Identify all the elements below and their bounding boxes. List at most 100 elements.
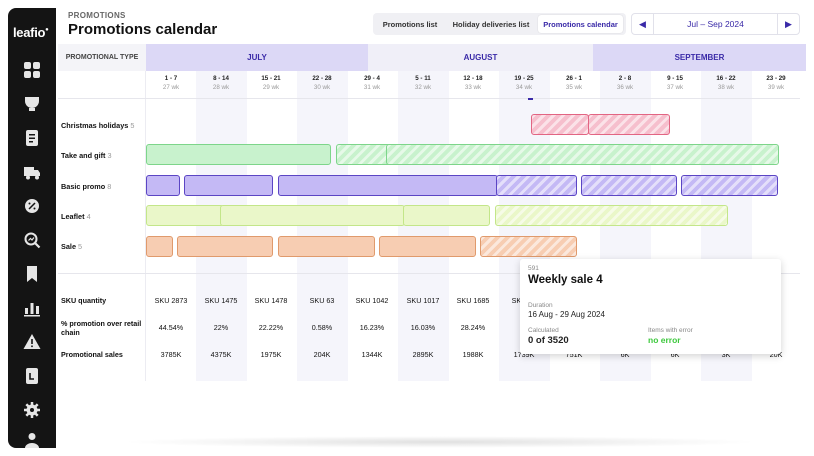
week-label: 15 - 21 29 wk (261, 75, 281, 91)
dashboard-icon[interactable] (22, 60, 42, 80)
week-label: 19 - 25 34 wk (514, 75, 534, 91)
promo-percent-cell: 0.58% (311, 323, 333, 332)
current-week-marker (528, 98, 533, 100)
promo-bar-sale[interactable] (146, 236, 173, 257)
promo-percent-cell: 44.54% (158, 323, 184, 332)
promo-sales-cell: 6K (670, 350, 680, 359)
tab-promotions-calendar[interactable]: Promotions calendar (538, 15, 623, 33)
week-label: 1 - 7 27 wk (162, 75, 180, 91)
promo-sales-cell: 204K (313, 350, 331, 359)
logo: leafio● (13, 25, 49, 40)
promo-sales-cell: 1988K (462, 350, 484, 359)
promo-bar-take-and-gift[interactable] (146, 144, 331, 165)
period-selector: ◀ Jul – Sep 2024 ▶ (631, 13, 800, 35)
bookmark-icon[interactable] (22, 264, 42, 284)
grid-divider (58, 98, 800, 99)
promo-bar-basic-promo[interactable] (278, 175, 498, 196)
duration-label: Duration (528, 302, 553, 309)
user-avatar-icon[interactable] (22, 430, 42, 450)
promo-percent-cell: 22% (213, 323, 229, 332)
row-label-basic-promo[interactable]: Basic promo 8 (61, 182, 112, 191)
promo-bar-leaflet[interactable] (403, 205, 490, 226)
promo-bar-take-and-gift[interactable] (336, 144, 391, 165)
errors-label: Items with error (648, 327, 693, 334)
duration-value: 16 Aug - 29 Aug 2024 (528, 310, 605, 319)
promo-title: Weekly sale 4 (528, 274, 603, 286)
promo-sales-cell: 2895K (412, 350, 434, 359)
week-label: 23 - 29 39 wk (766, 75, 786, 91)
promo-cup-icon[interactable] (22, 94, 42, 114)
sidebar: leafio● (8, 8, 56, 448)
settings-gear-icon[interactable] (22, 400, 42, 420)
tab-promotions-list[interactable]: Promotions list (382, 19, 438, 29)
promo-bar-leaflet[interactable] (220, 205, 405, 226)
document-list-icon[interactable] (22, 128, 42, 148)
week-label: 2 - 8 36 wk (616, 75, 634, 91)
promotional-type-header: PROMOTIONAL TYPE (58, 44, 146, 71)
promo-bar-leaflet[interactable] (146, 205, 224, 226)
breadcrumb[interactable]: PROMOTIONS (68, 11, 126, 20)
sku-quantity-cell: SKU 1478 (254, 296, 288, 305)
week-label: 5 - 11 32 wk (414, 75, 432, 91)
view-tabs: Promotions list Holiday deliveries list … (373, 13, 626, 35)
calculated-value: 0 of 3520 (528, 335, 569, 346)
promo-bar-basic-promo[interactable] (496, 175, 577, 196)
promo-bar-basic-promo[interactable] (681, 175, 778, 196)
prev-period-button[interactable]: ◀ (632, 14, 654, 34)
promo-sales-cell: 6K (620, 350, 630, 359)
promo-sales-cell: 1739K (513, 350, 535, 359)
promo-sales-cell: 3785K (160, 350, 182, 359)
page-title: Promotions calendar (68, 21, 218, 38)
month-july: JULY (146, 44, 368, 71)
calculated-label: Calculated (528, 327, 559, 334)
promo-bar-sale[interactable] (177, 236, 273, 257)
sku-quantity-cell: SKU 1017 (406, 296, 440, 305)
week-label: 29 - 4 31 wk (363, 75, 381, 91)
promo-bar-basic-promo[interactable] (146, 175, 180, 196)
grid-divider (58, 273, 800, 274)
row-label-leaflet[interactable]: Leaflet 4 (61, 212, 91, 221)
promo-bar-basic-promo[interactable] (581, 175, 677, 196)
card-shadow (120, 436, 760, 448)
promo-bar-sale[interactable] (278, 236, 375, 257)
promo-sales-cell: 3K (721, 350, 731, 359)
promo-bar-sale[interactable] (379, 236, 476, 257)
sku-quantity-cell: SKU 2873 (154, 296, 188, 305)
row-label-sale[interactable]: Sale 5 (61, 242, 83, 251)
next-period-button[interactable]: ▶ (777, 14, 799, 34)
promo-id: 591 (528, 265, 539, 272)
promo-sales-cell: 751K (565, 350, 583, 359)
promo-bar-christmas[interactable] (588, 114, 670, 135)
week-label: 16 - 22 38 wk (716, 75, 736, 91)
discount-icon[interactable] (22, 196, 42, 216)
bar-chart-icon[interactable] (22, 298, 42, 318)
period-label: Jul – Sep 2024 (687, 19, 744, 29)
errors-value: no error (648, 335, 681, 345)
promo-bar-leaflet[interactable] (495, 205, 728, 226)
row-label-christmas-holidays[interactable]: Christmas holidays 5 (61, 121, 135, 130)
delivery-truck-icon[interactable] (22, 162, 42, 182)
stat-label-promo-sales: Promotional sales (61, 350, 123, 359)
tab-holiday-deliveries-list[interactable]: Holiday deliveries list (452, 19, 530, 29)
warning-icon[interactable] (22, 332, 42, 352)
promo-bar-sale-selected[interactable] (480, 236, 577, 257)
sku-quantity-cell: SKU 1685 (456, 296, 490, 305)
promo-bar-christmas[interactable] (531, 114, 589, 135)
promo-percent-cell: 16.23% (359, 323, 385, 332)
week-label: 12 - 18 33 wk (463, 75, 483, 91)
analytics-search-icon[interactable] (22, 230, 42, 250)
promo-sales-cell: 1975K (260, 350, 282, 359)
report-icon[interactable] (22, 366, 42, 386)
month-september: SEPTEMBER (593, 44, 806, 71)
stat-label-sku-quantity: SKU quantity (61, 296, 107, 305)
week-column-shade (398, 71, 449, 381)
promo-bar-basic-promo[interactable] (184, 175, 273, 196)
grid-divider (145, 71, 146, 381)
week-label: 8 - 14 28 wk (212, 75, 230, 91)
stat-label-promo-percent: % promotion over retail chain (61, 319, 142, 337)
week-label: 22 - 28 30 wk (312, 75, 332, 91)
row-label-take-and-gift[interactable]: Take and gift 3 (61, 151, 112, 160)
sku-quantity-cell: SKU 1042 (355, 296, 389, 305)
promo-bar-take-and-gift[interactable] (386, 144, 779, 165)
